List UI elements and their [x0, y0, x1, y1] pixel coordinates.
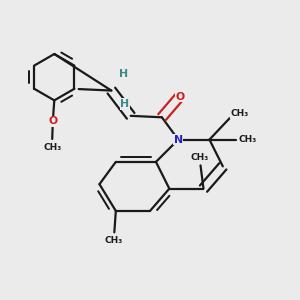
Text: CH₃: CH₃: [191, 153, 209, 162]
Text: H: H: [120, 99, 129, 109]
Text: CH₃: CH₃: [105, 236, 123, 245]
Text: CH₃: CH₃: [231, 109, 249, 118]
Text: N: N: [174, 135, 183, 145]
Text: H: H: [119, 69, 128, 79]
Text: CH₃: CH₃: [238, 135, 256, 144]
Text: O: O: [175, 92, 184, 101]
Text: O: O: [48, 116, 57, 126]
Text: CH₃: CH₃: [43, 143, 61, 152]
